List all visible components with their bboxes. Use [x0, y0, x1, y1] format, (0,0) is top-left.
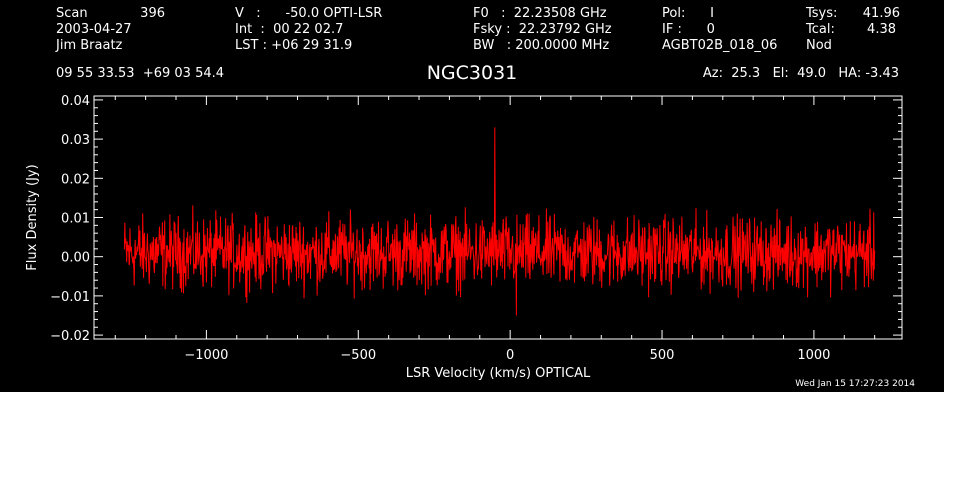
- polarization: Pol: I: [662, 6, 714, 21]
- plot-panel: [0, 0, 944, 392]
- scan-label: Scan: [56, 6, 88, 21]
- plot-frame: [93, 95, 903, 340]
- x-tick-label: 0: [506, 348, 514, 363]
- sky-frequency: Fsky : 22.23792 GHz: [473, 22, 612, 37]
- tcal-value: 4.38: [867, 22, 896, 37]
- source-coordinates: 09 55 33.53 +69 03 54.4: [56, 66, 225, 81]
- x-axis-ticks: −1000 −500 0 500 1000: [114, 96, 876, 363]
- y-tick-label: 0.03: [61, 133, 90, 148]
- x-tick-label: 1000: [797, 348, 830, 363]
- tsys-value: 41.96: [862, 6, 900, 21]
- y-tick-label: 0.00: [61, 251, 90, 266]
- y-tick-label: 0.04: [61, 94, 90, 109]
- tcal-label: Tcal:: [806, 22, 835, 37]
- x-tick-label: −1000: [184, 348, 228, 363]
- spectrum-chart: −1000 −500 0 500 1000 −0.02 −0.01 0.00 0.01 0.02…: [25, 94, 903, 381]
- spectrum-trace: [123, 127, 876, 316]
- y-axis-ticks: −0.02 −0.01 0.00 0.01 0.02 0.03 0.04: [50, 94, 902, 344]
- rest-frequency: F0 : 22.23508 GHz: [473, 6, 607, 21]
- obs-date: 2003-04-27: [56, 22, 132, 37]
- x-tick-label: −500: [340, 348, 376, 363]
- trace-layer: [123, 127, 876, 316]
- scan-number: 396: [140, 6, 165, 21]
- y-axis-label: Flux Density (Jy): [25, 164, 40, 270]
- pointing-info: Az: 25.3 El: 49.0 HA: -3.43: [702, 66, 899, 81]
- velocity-info: V : -50.0 OPTI-LSR: [235, 6, 383, 21]
- x-tick-label: 500: [650, 348, 675, 363]
- lst-info: LST : +06 29 31.9: [235, 38, 353, 53]
- y-tick-label: −0.02: [50, 329, 90, 344]
- if-number: IF : 0: [662, 22, 715, 37]
- y-tick-label: −0.01: [50, 290, 90, 305]
- integration-time: Int : 00 22 02.7: [235, 22, 344, 37]
- tsys-label: Tsys:: [806, 6, 838, 21]
- project-id: AGBT02B_018_06: [662, 38, 778, 53]
- x-axis-label: LSR Velocity (km/s) OPTICAL: [406, 366, 591, 381]
- observer-name: Jim Braatz: [56, 38, 123, 53]
- timestamp: Wed Jan 15 17:27:23 2014: [795, 379, 915, 389]
- y-tick-label: 0.02: [61, 172, 90, 187]
- switching-mode: Nod: [806, 38, 832, 53]
- bandwidth: BW : 200.0000 MHz: [473, 38, 610, 53]
- chart-title: NGC3031: [426, 62, 518, 84]
- y-tick-label: 0.01: [61, 212, 90, 227]
